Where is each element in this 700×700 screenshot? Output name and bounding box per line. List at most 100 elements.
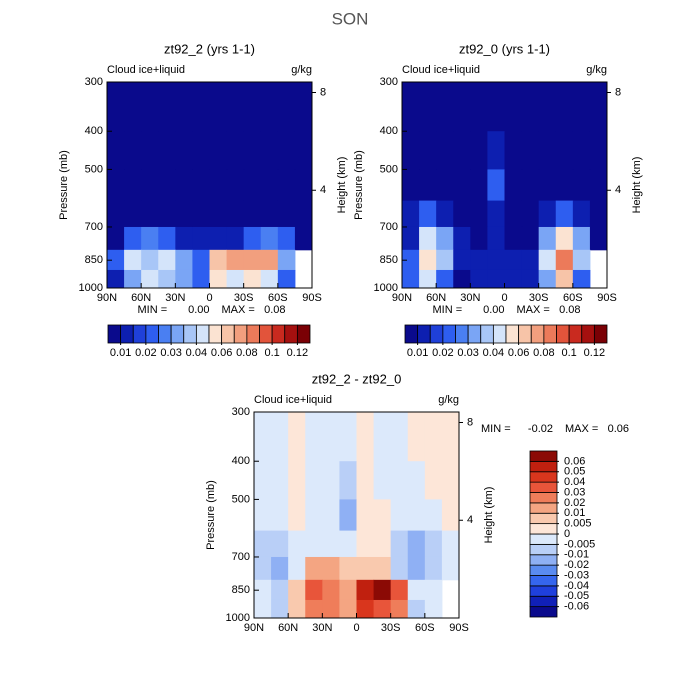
y-tick-label: 400 [232,455,250,467]
contour-cell [260,200,279,228]
y2-axis-label: Height (km) [336,157,348,214]
contour-cell [424,556,443,581]
panel-title: zt92_2 - zt92_0 [312,371,402,386]
contour-cell [243,131,262,170]
colorbar-label: 0.1 [264,347,279,359]
colorbar-box [467,324,482,344]
contour-cell [339,599,357,619]
colorbar-label: 0.02 [432,347,453,359]
contour-cell [226,269,245,289]
colorbar-box [593,324,608,344]
colorbar-label: -0.03 [564,569,589,581]
colorbar-label: -0.02 [564,559,589,571]
contour-cell [538,269,557,289]
colorbar-box [518,324,532,344]
contour-cell [305,412,323,462]
contour-cell [192,200,210,228]
contour-cell [504,226,523,251]
colorbar-box [581,324,595,344]
contour-cell [226,226,245,251]
contour-cell [175,249,193,271]
contour-cell [436,249,454,271]
contour-cell [124,249,142,271]
contour-cell [294,226,313,251]
contour-cell [373,579,392,601]
y-tick-label: 850 [85,254,103,266]
contour-cell [373,599,392,619]
colorbar-box [529,564,558,576]
max-value: 0.06 [608,423,629,435]
colorbar-box [529,523,558,535]
contour-cell [339,499,357,532]
colorbar-box [455,324,469,344]
colorbar-box [529,471,558,483]
contour-cell [453,269,471,289]
contour-cell [407,499,426,532]
contour-cell [402,249,420,271]
contour-cell [322,461,340,500]
min-value: 0.00 [188,304,209,316]
contour-cell [373,412,392,462]
contour-cell [209,200,228,228]
x-tick-label: 60S [415,622,435,634]
y-tick-label: 1000 [374,282,398,294]
contour-cell [487,169,505,202]
contour-cell [356,412,375,462]
colorbar-label: 0.06 [508,347,529,359]
contour-cell [356,499,375,532]
contour-cell [339,461,357,500]
contour-cell [436,269,454,289]
colorbar-box [529,554,558,566]
contour-cell [407,461,426,500]
contour-cell [538,249,557,271]
contour-cell [407,412,426,462]
contour-cell [192,169,210,202]
contour-cell [288,579,306,601]
contour-cell [487,200,505,228]
contour-cell [419,200,437,228]
contour-cell [402,169,420,202]
contour-cell [322,499,340,532]
contour-cell [356,599,375,619]
contour-cell [141,226,159,251]
contour-cell [141,169,159,202]
contour-cell [424,530,443,558]
y-tick-label: 700 [232,551,250,563]
contour-cell [436,200,454,228]
contour-cell [521,269,540,289]
contour-cell [424,599,443,619]
contour-cell [572,82,591,132]
colorbar-label: -0.005 [564,538,595,550]
colorbar-label: 0.04 [483,347,504,359]
contour-cell [124,169,142,202]
contour-cell [260,131,279,170]
contour-cell [175,200,193,228]
contour-cell [260,249,279,271]
colorbar-label: 0.005 [564,518,592,530]
x-tick-label: 60S [268,292,288,304]
contour-cell [356,461,375,500]
y2-tick-label: 4 [615,184,621,196]
left-string: Cloud ice+liquid [402,64,480,76]
x-tick-label: 60N [426,292,446,304]
colorbar-label: 0.03 [457,347,478,359]
contour-cell [107,269,125,289]
contour-cell [538,82,557,132]
contour-cell [107,200,125,228]
colorbar-box [145,324,159,344]
x-tick-label: 60N [278,622,298,634]
colorbar-label: 0.08 [236,347,257,359]
contour-cell [572,226,591,251]
colorbar-box [183,324,197,344]
contour-cell [589,226,608,251]
x-tick-label: 90N [244,622,264,634]
colorbar-box [543,324,557,344]
contour-cell [441,556,460,581]
y2-tick-label: 8 [615,86,621,98]
colorbar-label: 0.03 [564,486,585,498]
contour-cell [390,412,409,462]
contour-cell [254,599,272,619]
contour-cell [356,556,375,581]
contour-cell [226,131,245,170]
contour-cell [243,82,262,132]
